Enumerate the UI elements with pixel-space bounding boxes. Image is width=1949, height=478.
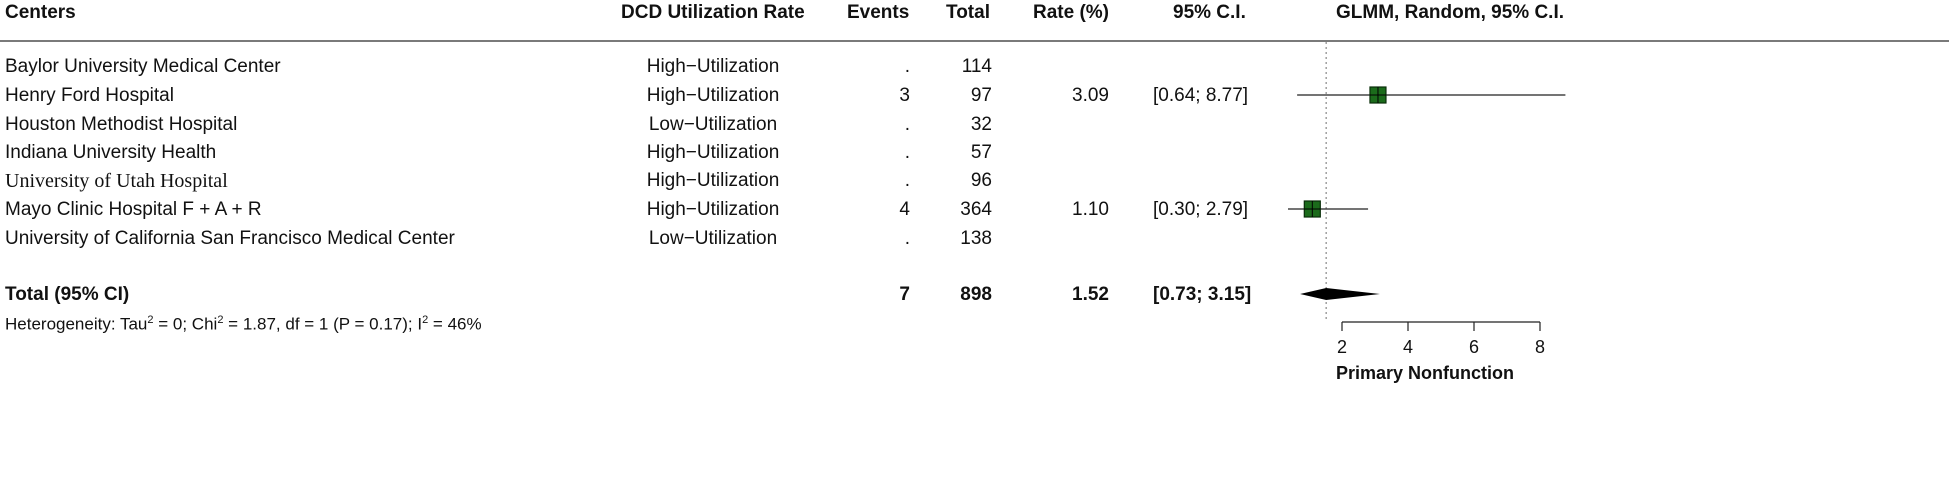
total-label: Total (95% CI) [5,284,130,305]
total-events: 7 [899,284,910,305]
row-total: 32 [970,114,992,135]
row-center: Houston Methodist Hospital [5,114,238,135]
row-utilization: High−Utilization [646,85,780,106]
row-center: University of Utah Hospital [5,170,228,192]
header-centers: Centers [5,2,76,23]
row-events: . [904,142,910,163]
x-tick-label: 8 [1535,337,1545,357]
row-utilization: High−Utilization [646,199,780,220]
heterogeneity-text: Heterogeneity: Tau2 = 0; Chi2 = 1.87, df… [5,314,482,334]
row-center: Mayo Clinic Hospital F + A + R [5,199,262,220]
row-utilization: Low−Utilization [648,114,778,135]
x-tick-label: 2 [1337,337,1347,357]
row-total: 57 [970,142,992,163]
row-total: 97 [970,85,992,106]
header-total: Total [946,2,990,23]
row-events: . [904,114,910,135]
row-events: . [904,228,910,249]
row-utilization: High−Utilization [646,56,780,77]
header-rate: Rate (%) [1033,2,1110,23]
header-model: GLMM, Random, 95% C.I. [1336,2,1565,23]
header-divider [0,40,1949,42]
row-rate: 1.10 [1072,199,1109,220]
x-tick-label: 4 [1403,337,1413,357]
row-ci: [0.64; 8.77] [1153,85,1249,106]
header-ci: 95% C.I. [1173,2,1246,23]
row-ci: [0.30; 2.79] [1153,199,1249,220]
row-events: 4 [899,199,910,220]
row-center: Baylor University Medical Center [5,56,281,77]
row-events: 3 [899,85,910,106]
row-rate: 3.09 [1072,85,1109,106]
row-total: 96 [970,170,992,191]
row-center: Henry Ford Hospital [5,85,174,106]
header-utilization: DCD Utilization Rate [621,2,805,23]
row-utilization: High−Utilization [646,170,780,191]
row-total: 364 [960,199,992,220]
total-total: 898 [960,284,992,305]
row-total: 138 [960,228,992,249]
row-center: Indiana University Health [5,142,217,163]
header-events: Events [847,2,910,23]
total-rate: 1.52 [1072,284,1109,305]
row-total: 114 [961,56,992,77]
row-center: University of California San Francisco M… [5,228,455,249]
x-axis-label: Primary Nonfunction [1336,363,1514,383]
row-events: . [904,56,910,77]
row-utilization: High−Utilization [646,142,780,163]
row-events: . [904,170,910,191]
row-utilization: Low−Utilization [648,228,778,249]
pooled-diamond [1300,288,1380,300]
x-tick-label: 6 [1469,337,1479,357]
total-ci: [0.73; 3.15] [1153,284,1252,305]
